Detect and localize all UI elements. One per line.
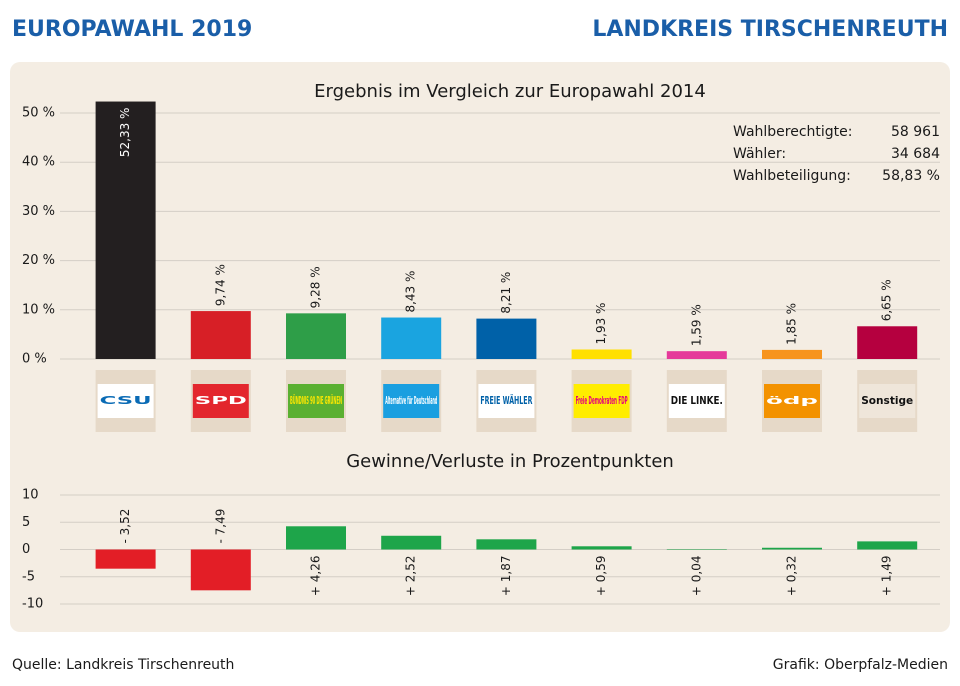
- x-tick-label: CSU: [100, 394, 152, 407]
- x-tick-label: Sonstige: [861, 394, 913, 407]
- logo: [859, 384, 916, 418]
- x-tick-label: SPD: [195, 394, 247, 407]
- bar: [571, 546, 632, 550]
- bar: [190, 549, 251, 591]
- y-tick-label: 50 %: [22, 106, 55, 121]
- x-tick-label: FREIE WÄHLER: [480, 393, 532, 407]
- y-tick-label: 10: [22, 488, 39, 503]
- logo: [288, 384, 344, 418]
- bar: [476, 318, 537, 359]
- value-label: + 0,32: [785, 556, 799, 597]
- value-label: 1,59 %: [689, 304, 703, 346]
- header-left: EUROPAWAHL 2019: [12, 17, 252, 42]
- logo: [478, 384, 535, 418]
- logo: [383, 384, 440, 418]
- logo: [573, 384, 630, 418]
- chart-title: Gewinne/Verluste in Prozentpunkten: [346, 451, 674, 472]
- bar: [190, 311, 251, 359]
- y-tick-label: 0: [22, 542, 30, 557]
- value-label: + 4,26: [309, 556, 323, 597]
- bar: [666, 549, 727, 550]
- value-label: + 2,52: [404, 556, 418, 597]
- value-label: - 7,49: [213, 509, 227, 544]
- credit: Grafik: Oberpfalz-Medien: [773, 657, 948, 673]
- value-label: + 1,49: [880, 556, 894, 597]
- value-label: + 1,87: [499, 556, 513, 597]
- stat-label: Wahlberechtigte:: [733, 124, 853, 140]
- bar: [286, 526, 346, 550]
- bar: [381, 317, 442, 359]
- bar: [476, 539, 537, 550]
- bar: [381, 535, 442, 550]
- x-tick-label: BÜNDNIS 90 DIE GRÜNEN: [290, 393, 342, 407]
- bar: [762, 349, 822, 359]
- value-label: - 3,52: [118, 509, 132, 544]
- source: Quelle: Landkreis Tirschenreuth: [12, 657, 234, 673]
- stat-label: Wähler:: [733, 146, 786, 162]
- y-tick-label: 0 %: [22, 352, 47, 367]
- bar: [666, 351, 727, 359]
- header-right: LANDKREIS TIRSCHENREUTH: [592, 17, 948, 42]
- value-label: + 0,04: [689, 556, 703, 597]
- logo: [668, 384, 725, 418]
- y-tick-label: 5: [22, 515, 30, 530]
- value-label: 1,85 %: [785, 303, 799, 345]
- value-label: 9,28 %: [309, 266, 323, 308]
- stat-label: Wahlbeteiligung:: [733, 168, 851, 184]
- stat-value: 58 961: [891, 124, 940, 140]
- x-tick-label: DIE LINKE.: [671, 394, 723, 407]
- bar: [286, 313, 346, 359]
- bar: [857, 541, 918, 550]
- y-tick-label: -5: [22, 569, 35, 584]
- y-tick-label: 30 %: [22, 204, 55, 219]
- value-label: 9,74 %: [213, 264, 227, 306]
- logo: [764, 384, 820, 418]
- value-label: 8,43 %: [404, 271, 418, 313]
- logo: [192, 384, 249, 418]
- bar: [95, 101, 156, 359]
- x-tick-label: Freie Demokraten FDP: [576, 394, 628, 407]
- value-label: + 0,59: [594, 556, 608, 597]
- value-label: 6,65 %: [880, 279, 894, 321]
- stat-value: 34 684: [891, 146, 940, 162]
- x-tick-label: Alternative für Deutschland: [385, 394, 437, 407]
- y-tick-label: 40 %: [22, 155, 55, 170]
- stat-value: 58,83 %: [882, 168, 940, 184]
- y-tick-label: 10 %: [22, 302, 55, 317]
- value-label: 8,21 %: [499, 272, 513, 314]
- bar: [857, 326, 918, 359]
- logo: [97, 384, 154, 418]
- bar: [95, 549, 156, 569]
- y-tick-label: 20 %: [22, 253, 55, 268]
- value-label: 52,33 %: [118, 108, 132, 158]
- bar: [571, 349, 632, 359]
- value-label: 1,93 %: [594, 303, 608, 345]
- bar: [762, 547, 822, 550]
- chart-title: Ergebnis im Vergleich zur Europawahl 201…: [314, 81, 706, 102]
- y-tick-label: -10: [22, 597, 43, 612]
- x-tick-label: ödp: [766, 394, 818, 407]
